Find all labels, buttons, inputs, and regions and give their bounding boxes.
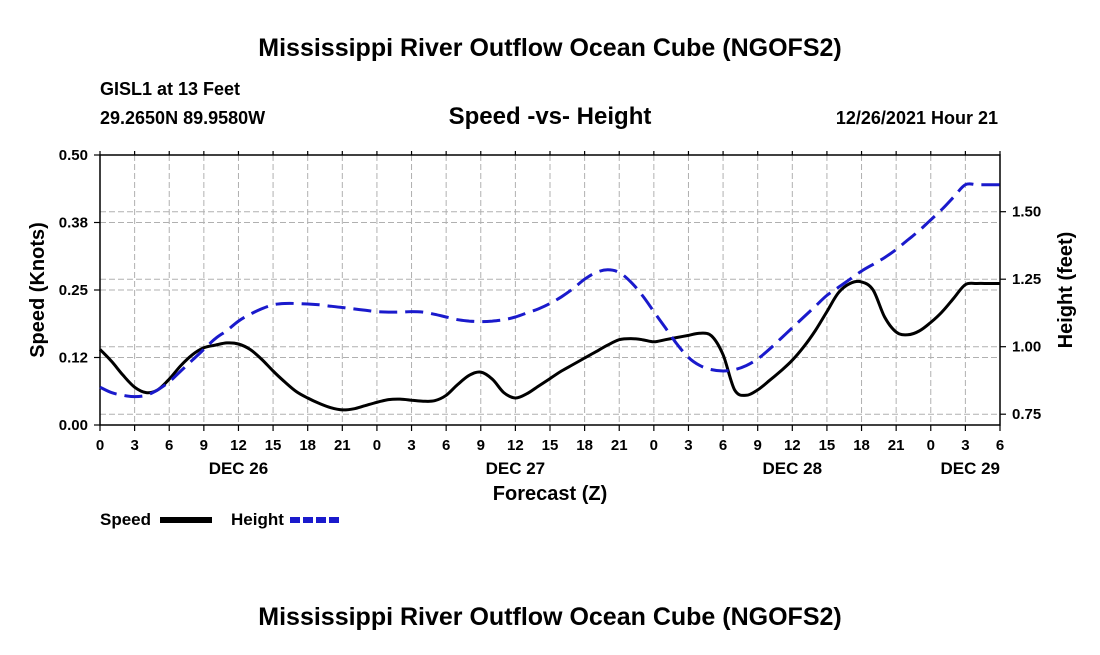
y-tick-label: 0.00 xyxy=(59,417,88,434)
y2-axis-label: Height (feet) xyxy=(1055,232,1077,349)
x-tick-label: 21 xyxy=(611,437,628,454)
x-tick-label: 0 xyxy=(96,437,104,454)
legend: Speed Height xyxy=(100,510,342,529)
x-tick-label: 21 xyxy=(888,437,905,454)
y-tick-label: 0.12 xyxy=(59,350,88,367)
x-tick-label: 21 xyxy=(334,437,351,454)
x-tick-label: 15 xyxy=(819,437,836,454)
date-label: DEC 29 xyxy=(940,459,1000,478)
x-tick-label: 6 xyxy=(165,437,173,454)
x-tick-label: 3 xyxy=(961,437,969,454)
y-tick-label: 0.38 xyxy=(59,215,88,232)
run-time-label: 12/26/2021 Hour 21 xyxy=(836,108,998,128)
x-tick-label: 3 xyxy=(130,437,138,454)
x-tick-label: 9 xyxy=(477,437,485,454)
grid xyxy=(99,154,1001,426)
x-tick-label: 9 xyxy=(754,437,762,454)
x-tick-label: 0 xyxy=(373,437,381,454)
legend-label-speed: Speed xyxy=(100,510,151,529)
date-label: DEC 26 xyxy=(209,459,269,478)
y-tick-label: 0.25 xyxy=(59,282,88,299)
station-label: GISL1 at 13 Feet xyxy=(100,79,240,99)
x-tick-label: 0 xyxy=(927,437,935,454)
x-tick-label: 6 xyxy=(996,437,1004,454)
x-tick-label: 18 xyxy=(576,437,593,454)
series-layer xyxy=(98,182,1000,412)
x-tick-label: 12 xyxy=(507,437,524,454)
y-axis-label: Speed (Knots) xyxy=(27,222,49,358)
series-line-height xyxy=(99,182,1000,399)
main-title: Mississippi River Outflow Ocean Cube (NG… xyxy=(258,34,841,62)
y2-tick-label: 1.50 xyxy=(1012,204,1041,221)
x-tick-label: 6 xyxy=(442,437,450,454)
x-tick-label: 12 xyxy=(784,437,801,454)
legend-label-height: Height xyxy=(231,510,284,529)
x-tick-label: 6 xyxy=(719,437,727,454)
y-tick-label: 0.50 xyxy=(59,147,88,164)
y2-tick-label: 0.75 xyxy=(1012,406,1041,423)
x-tick-label: 18 xyxy=(299,437,316,454)
x-tick-label: 15 xyxy=(265,437,282,454)
series-line-speed xyxy=(98,279,1000,412)
axes: 0 3 6 9 12 15 18 21 0 3 6 9 12 15 18 21 0 3 6 9 12 15 18 21 0 3 60… xyxy=(59,147,1041,478)
y2-tick-label: 1.25 xyxy=(1012,271,1041,288)
x-tick-label: 15 xyxy=(542,437,559,454)
date-label: DEC 27 xyxy=(486,459,546,478)
x-tick-label: 3 xyxy=(407,437,415,454)
x-tick-label: 9 xyxy=(200,437,208,454)
y2-tick-label: 1.00 xyxy=(1012,339,1041,356)
x-tick-label: 3 xyxy=(684,437,692,454)
chart-subtitle: Speed -vs- Height xyxy=(449,103,652,130)
x-tick-label: 12 xyxy=(230,437,247,454)
footer-title: Mississippi River Outflow Ocean Cube (NG… xyxy=(258,603,841,631)
x-axis-label: Forecast (Z) xyxy=(493,483,607,505)
date-label: DEC 28 xyxy=(763,459,823,478)
coords-label: 29.2650N 89.9580W xyxy=(100,108,265,128)
x-tick-label: 0 xyxy=(650,437,658,454)
x-tick-label: 18 xyxy=(853,437,870,454)
